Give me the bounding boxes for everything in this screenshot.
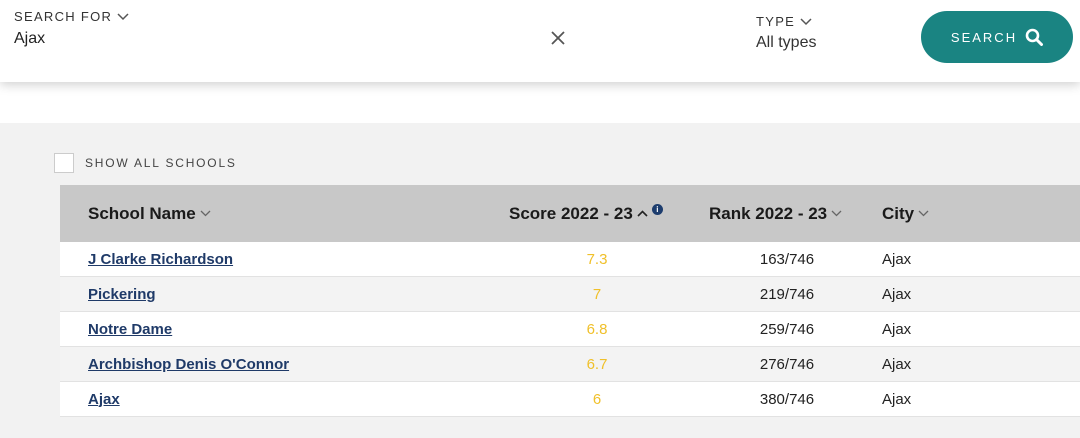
search-icon	[1025, 28, 1044, 46]
city-cell: Ajax	[882, 320, 912, 338]
chevron-down-icon	[831, 210, 842, 217]
rank-cell: 219/746	[759, 285, 815, 303]
school-name-cell: J Clarke Richardson	[88, 242, 233, 276]
school-name-cell: Notre Dame	[88, 312, 172, 346]
school-link[interactable]: Notre Dame	[88, 320, 173, 338]
city-cell: Ajax	[882, 390, 912, 408]
chevron-down-icon	[200, 210, 211, 217]
rank-cell: 380/746	[759, 390, 815, 408]
school-name-cell: Pickering	[88, 277, 156, 311]
score-cell: 7	[592, 285, 602, 303]
school-name-cell: Archbishop Denis O'Connor	[88, 347, 289, 381]
score-cell: 6.8	[586, 320, 608, 338]
score-cell: 6	[592, 390, 602, 408]
rank-cell: 163/746	[759, 250, 815, 268]
chevron-down-icon	[918, 210, 929, 217]
table-row: Ajax 6 380/746 Ajax	[60, 382, 1080, 417]
city-cell: Ajax	[882, 285, 912, 303]
schools-table: School Name Score 2022 - 23 i Rank 2022 …	[60, 185, 1080, 417]
school-link[interactable]: Archbishop Denis O'Connor	[88, 355, 290, 373]
city-cell: Ajax	[882, 355, 912, 373]
table-row: Archbishop Denis O'Connor 6.7 276/746 Aj…	[60, 347, 1080, 382]
table-row: Notre Dame 6.8 259/746 Ajax	[60, 312, 1080, 347]
close-icon	[551, 31, 565, 45]
score-cell: 6.7	[586, 355, 608, 373]
column-header-label: City	[882, 203, 915, 223]
column-header-label: School Name	[88, 203, 196, 223]
table-header: School Name Score 2022 - 23 i Rank 2022 …	[60, 185, 1080, 242]
school-name-cell: Ajax	[88, 382, 120, 416]
search-bar: SEARCH FOR TYPE All types SEARCH	[0, 0, 1080, 82]
info-icon[interactable]: i	[651, 204, 663, 215]
school-link[interactable]: Pickering	[88, 285, 156, 303]
chevron-down-icon	[117, 12, 129, 20]
search-button[interactable]: SEARCH	[921, 11, 1073, 63]
rank-cell: 276/746	[759, 355, 815, 373]
score-cell: 7.3	[586, 250, 608, 268]
column-header-city[interactable]: City	[882, 185, 929, 242]
rank-cell: 259/746	[759, 320, 815, 338]
search-for-dropdown[interactable]: SEARCH FOR	[14, 9, 129, 24]
search-input[interactable]	[14, 28, 534, 50]
school-link[interactable]: J Clarke Richardson	[88, 250, 234, 268]
column-header-label: Score 2022 - 23	[509, 203, 633, 223]
search-for-label: SEARCH FOR	[14, 9, 113, 24]
sort-up-icon	[637, 210, 648, 217]
table-row: J Clarke Richardson 7.3 163/746 Ajax	[60, 242, 1080, 277]
search-button-label: SEARCH	[950, 29, 1018, 45]
city-cell: Ajax	[882, 250, 912, 268]
type-select-value[interactable]: All types	[756, 34, 817, 51]
type-label: TYPE	[756, 14, 796, 29]
column-header-rank[interactable]: Rank 2022 - 23	[709, 185, 842, 242]
chevron-down-icon	[800, 17, 812, 25]
school-link[interactable]: Ajax	[88, 390, 120, 408]
table-row: Pickering 7 219/746 Ajax	[60, 277, 1080, 312]
column-header-label: Rank 2022 - 23	[709, 203, 828, 223]
show-all-schools-checkbox[interactable]	[54, 153, 74, 173]
show-all-schools-label: SHOW ALL SCHOOLS	[85, 156, 237, 170]
show-all-schools-toggle[interactable]: SHOW ALL SCHOOLS	[54, 153, 237, 173]
column-header-school-name[interactable]: School Name	[88, 185, 211, 242]
clear-search-button[interactable]	[548, 28, 568, 48]
column-header-score[interactable]: Score 2022 - 23 i	[509, 185, 663, 242]
spacer-band	[0, 82, 1080, 123]
type-dropdown[interactable]: TYPE	[756, 14, 812, 29]
